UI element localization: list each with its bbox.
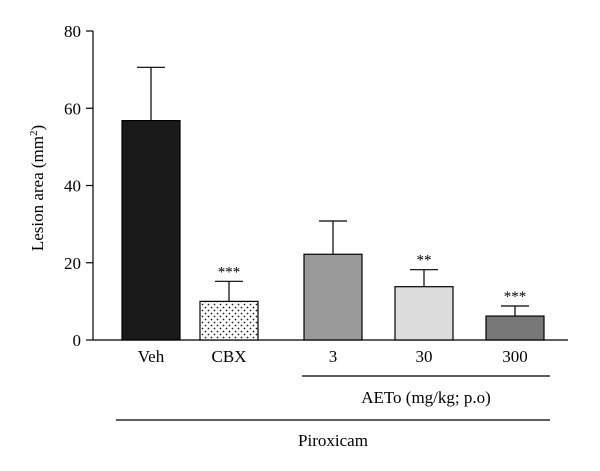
piroxicam-group-label: Piroxicam [298,431,368,450]
y-axis-label: Lesion area (mm2) [28,125,47,251]
significance-label: *** [218,264,241,280]
y-axis-label-superscript: 2 [28,130,40,136]
x-axis-tick-labels: Veh CBX 3 30 300 [138,347,528,366]
x-tick-label: 3 [329,347,338,366]
y-tick-label: 60 [64,99,81,118]
x-tick-label: 30 [416,347,433,366]
bar-CBX [199,300,259,341]
bar-30 [394,286,454,341]
significance-label: ** [417,253,432,269]
y-tick-label: 80 [64,22,81,41]
bar-3 [303,253,363,341]
x-tick-label: CBX [212,347,247,366]
x-tick-label: Veh [138,347,165,366]
y-tick-label: 20 [64,254,81,273]
y-tick-label: 40 [64,177,81,196]
bar-Veh [121,120,181,341]
significance-label: *** [504,289,527,305]
x-tick-label: 300 [502,347,528,366]
bar-300 [485,315,545,341]
y-axis-ticks: 80 60 40 20 0 [64,22,93,350]
aeto-group-label: AETo (mg/kg; p.o) [361,388,491,407]
y-tick-label: 0 [73,331,82,350]
bars: ******** [121,66,545,341]
